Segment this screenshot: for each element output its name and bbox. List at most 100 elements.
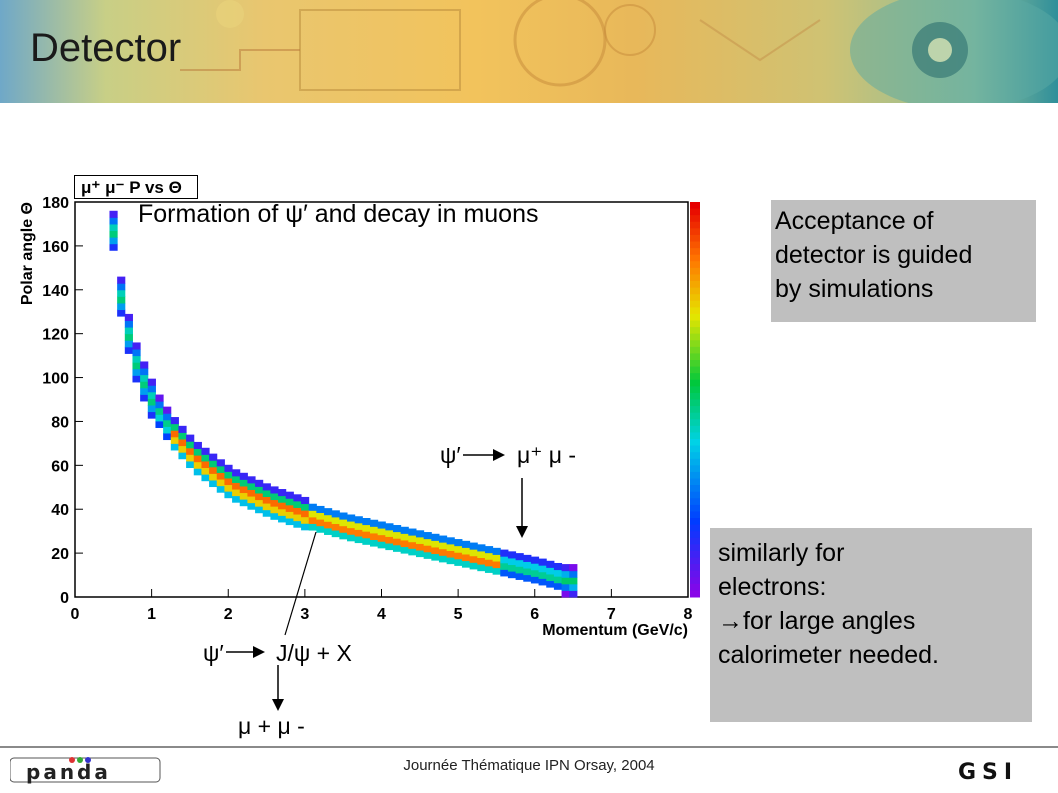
colorbar-segment	[690, 267, 700, 275]
decay2-parent: ψ′	[203, 640, 224, 666]
heatmap-cell	[546, 560, 555, 568]
heatmap-cell	[255, 499, 264, 507]
heatmap-cell	[438, 542, 448, 550]
heatmap-cell	[469, 542, 478, 550]
footer-text: Journée Thématique IPN Orsay, 2004	[403, 757, 655, 774]
heatmap-cell	[117, 296, 126, 304]
heatmap-cell	[461, 540, 471, 548]
heatmap-cell	[255, 492, 264, 501]
heatmap-cell	[209, 473, 218, 481]
heatmap-cell	[553, 576, 563, 584]
heatmap-cell	[209, 479, 218, 488]
heatmap-cell	[209, 453, 218, 461]
heatmap-cell	[201, 447, 210, 455]
heatmap-cell	[569, 570, 578, 578]
heatmap-cell	[186, 434, 195, 442]
heatmap-cell	[324, 508, 333, 516]
heatmap-cell	[415, 543, 425, 551]
heatmap-cell	[331, 510, 340, 518]
heatmap-cell	[553, 569, 563, 577]
heatmap-cell	[561, 583, 570, 591]
heatmap-cell	[408, 535, 417, 543]
heatmap-cell	[446, 557, 455, 565]
acceptance-line-1: Acceptance of	[775, 207, 934, 235]
acceptance-callout: Acceptance of detector is guided by simu…	[771, 200, 1036, 322]
heatmap-cell	[530, 569, 540, 577]
heatmap-cell	[546, 567, 555, 575]
heatmap-cell	[147, 411, 156, 419]
colorbar-segment	[690, 228, 700, 236]
heatmap-cell	[423, 551, 432, 559]
heatmap-cell	[477, 550, 486, 558]
heatmap-cell	[178, 439, 187, 447]
colorbar-segment	[690, 333, 700, 341]
colorbar-segment	[690, 550, 700, 558]
colorbar-segment	[690, 327, 700, 335]
heatmap-cell	[132, 368, 141, 376]
colorbar-segment	[690, 583, 700, 591]
heatmap-cell	[147, 391, 156, 399]
heatmap-cell	[423, 545, 432, 553]
heatmap-cell	[124, 346, 133, 354]
histogram-plot: 0 1 2 3 4 5 6 7 8 0 20 40 60 80 100 120 140 160 180 Momentu…	[0, 160, 700, 640]
heatmap-cell	[124, 327, 133, 335]
heatmap-cell	[308, 523, 317, 531]
heatmap-cell	[569, 577, 578, 585]
colorbar-segment	[690, 406, 700, 414]
heatmap-cell	[370, 526, 379, 534]
heatmap-cell	[347, 521, 356, 529]
heatmap-cell	[347, 527, 356, 535]
heatmap-cell	[454, 545, 463, 553]
heatmap-cell	[117, 289, 126, 297]
colorbar-segment	[690, 458, 700, 466]
colorbar-segment	[690, 373, 700, 381]
heatmap-cell	[124, 333, 133, 341]
heatmap-cell	[331, 523, 340, 531]
heatmap-cell	[377, 521, 386, 529]
heatmap-cell	[538, 571, 547, 579]
heatmap-cell	[523, 568, 532, 576]
heatmap-cell	[278, 502, 287, 510]
heatmap-cell	[377, 528, 386, 536]
heatmap-cell	[224, 484, 233, 492]
heatmap-cell	[262, 503, 271, 511]
heatmap-cell	[385, 529, 394, 537]
colorbar-segment	[690, 254, 700, 262]
heatmap-cell	[132, 349, 141, 357]
colorbar-segment	[690, 452, 700, 460]
heatmap-cell	[385, 536, 394, 544]
heatmap-cell	[377, 534, 386, 542]
heatmap-cell	[492, 561, 501, 569]
x-axis-label: Momentum (GeV/c)	[542, 622, 688, 639]
heatmap-cell	[117, 283, 126, 291]
heatmap-cell	[270, 512, 279, 520]
heatmap-cell	[140, 394, 149, 402]
heatmap-cell	[178, 425, 187, 433]
heatmap-cell	[232, 475, 241, 483]
heatmap-cell	[301, 523, 310, 531]
heatmap-cell	[377, 541, 386, 549]
colorbar-segment	[690, 412, 700, 420]
heatmap-cell	[109, 243, 118, 251]
heatmap-cell	[515, 553, 524, 561]
heatmap-cell	[538, 565, 547, 573]
colorbar-segment	[690, 392, 700, 400]
colorbar-segment	[690, 557, 700, 565]
heatmap-cell	[523, 561, 532, 569]
heatmap-cell	[293, 507, 302, 515]
heatmap-cell	[186, 454, 195, 462]
colorbar-segment	[690, 386, 700, 394]
colorbar-segment	[690, 544, 700, 552]
colorbar-segment	[690, 360, 700, 368]
heatmap-cell	[262, 483, 271, 491]
heatmap-cell	[255, 486, 264, 494]
heatmap-cell	[132, 362, 141, 370]
heatmap-cell	[530, 556, 540, 564]
heatmap-cell	[155, 407, 164, 415]
heatmap-cell	[492, 547, 501, 555]
heatmap-cell	[431, 553, 440, 561]
heatmap-cell	[400, 533, 409, 541]
heatmap-cell	[216, 459, 225, 467]
y-tick-label: 0	[60, 590, 69, 607]
heatmap-cell	[362, 524, 371, 532]
